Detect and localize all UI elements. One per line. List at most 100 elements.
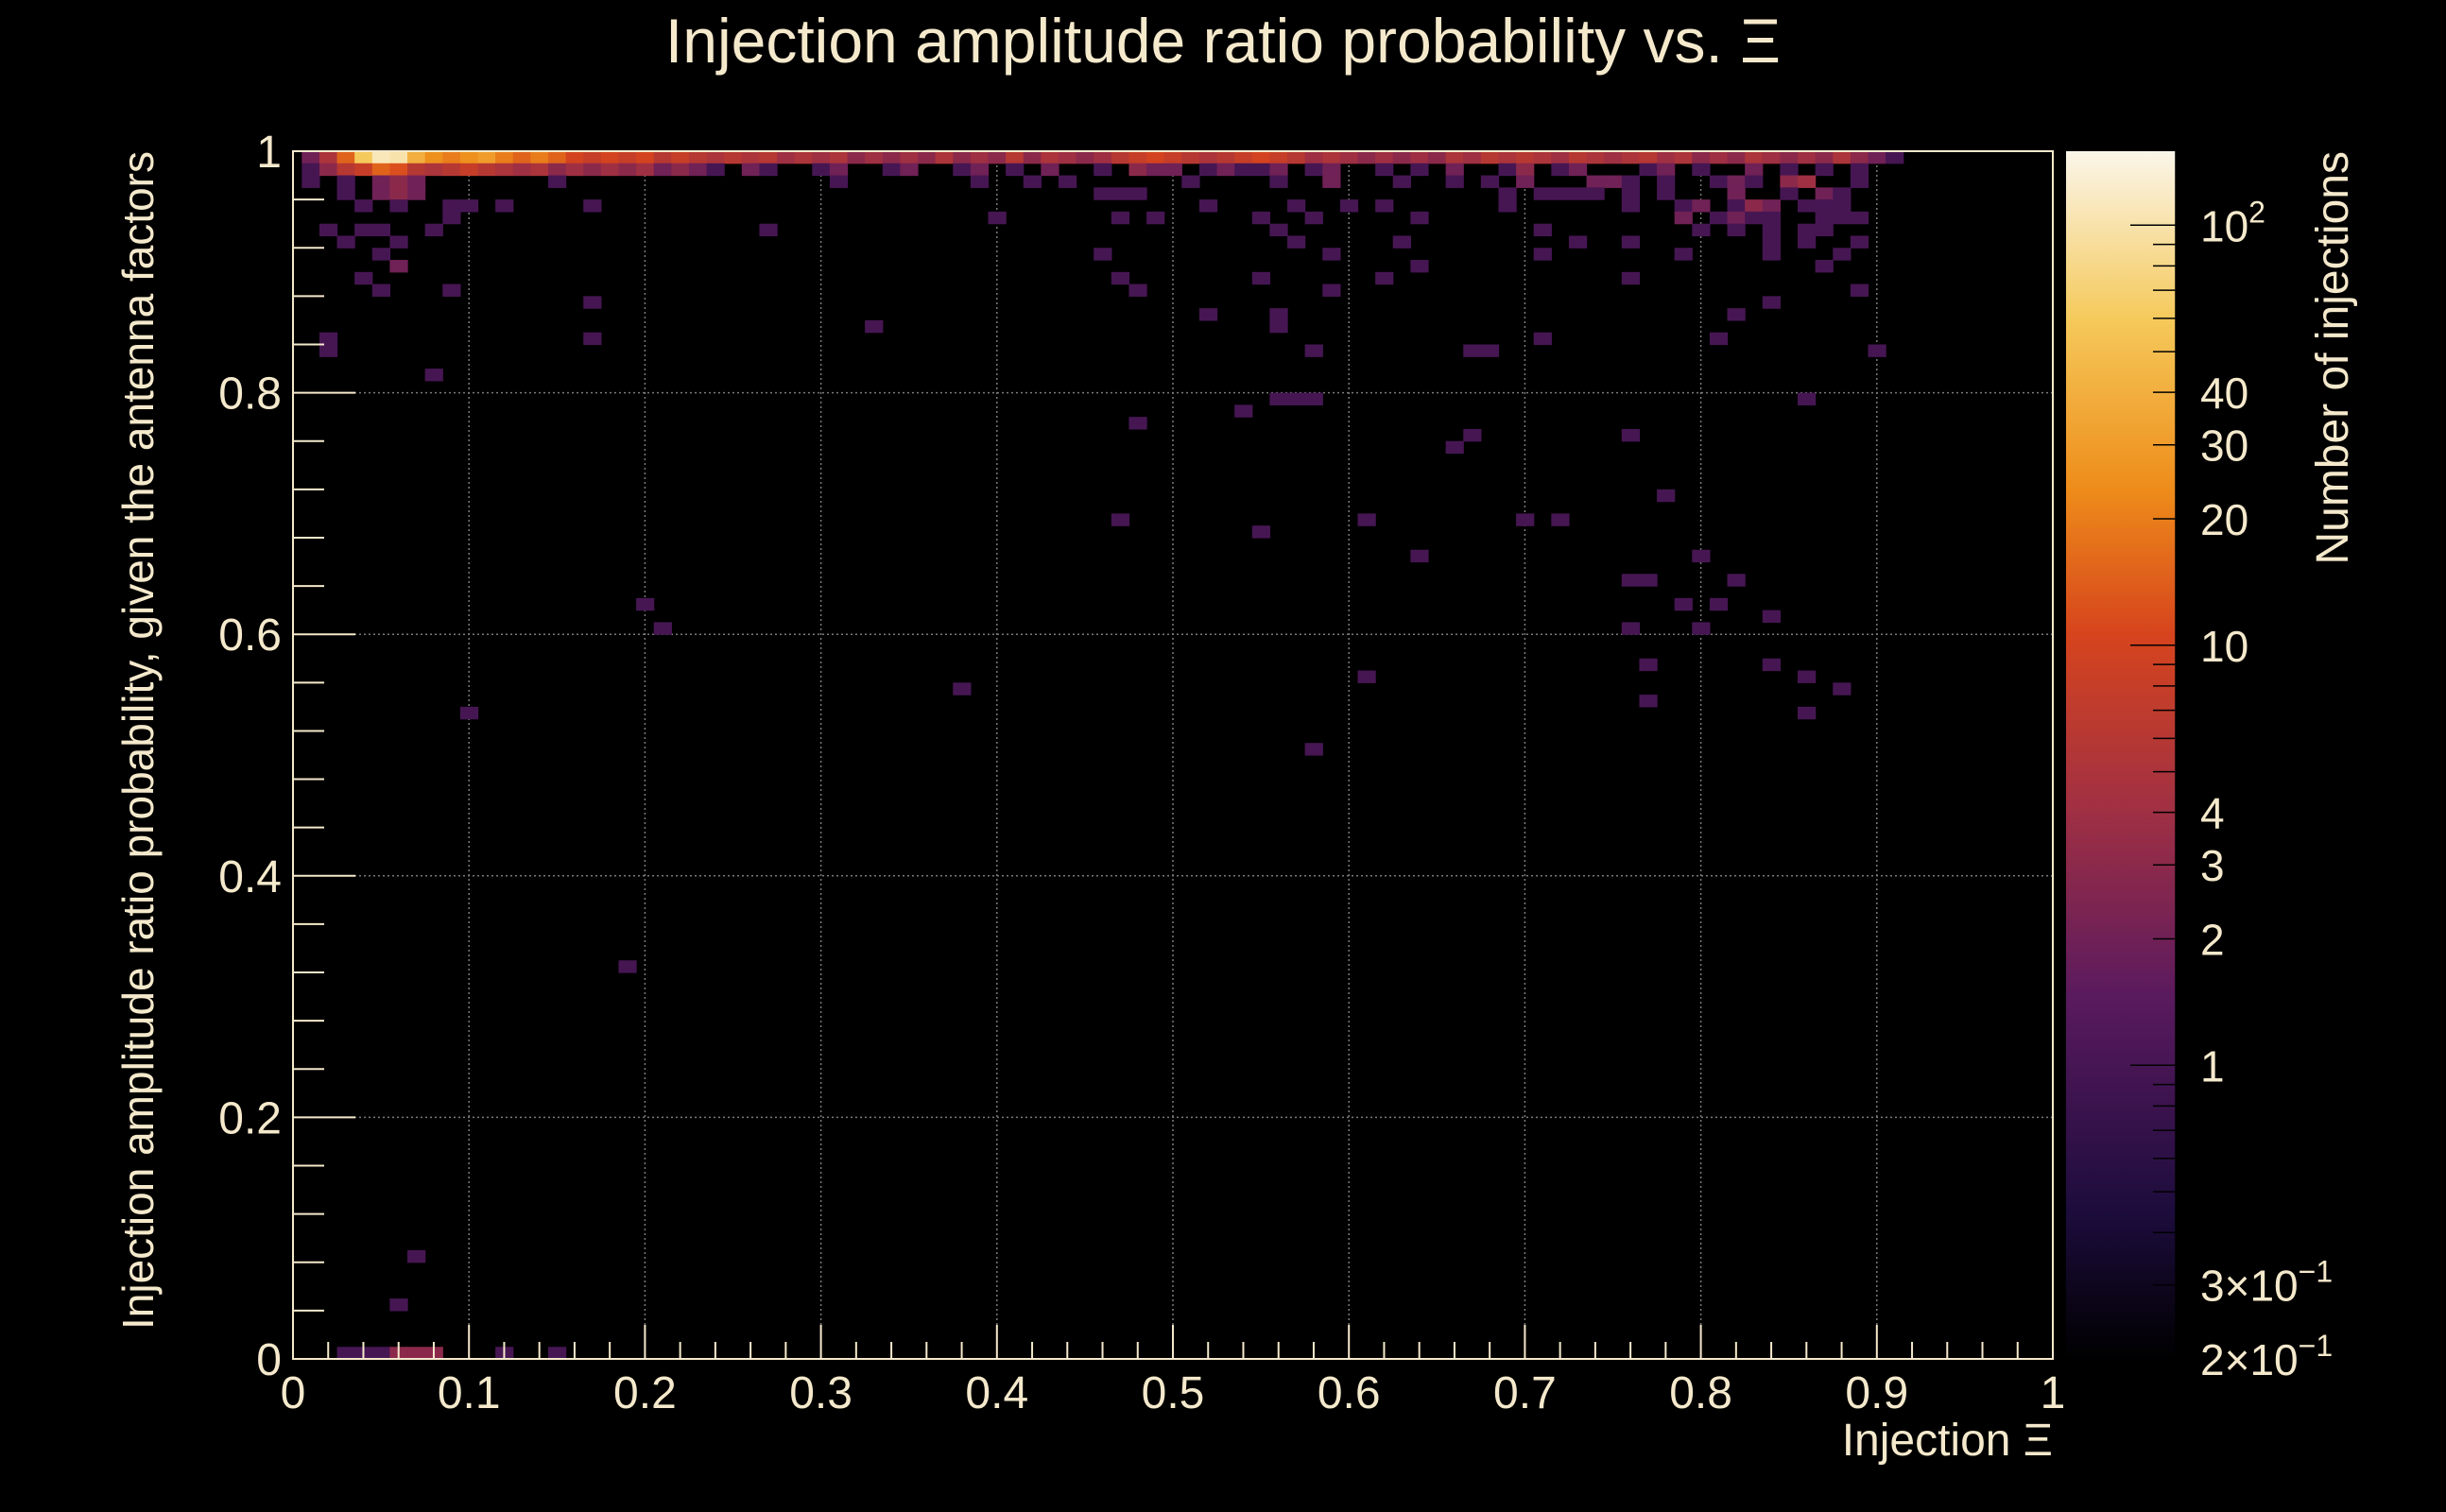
heatmap-cell [706, 151, 725, 164]
heatmap-cell [724, 151, 743, 164]
heatmap-cell [1621, 199, 1641, 213]
heatmap-cell [424, 163, 443, 177]
heatmap-cell [1410, 163, 1429, 177]
heatmap-cell [1251, 151, 1271, 164]
heatmap-cell [407, 1249, 426, 1263]
heatmap-cell [389, 151, 408, 164]
heatmap-cell [1727, 211, 1746, 225]
heatmap-cell [618, 151, 637, 164]
heatmap-cell [882, 163, 901, 177]
x-tick-label: 0.1 [438, 1368, 501, 1418]
heatmap-cell [1322, 151, 1341, 164]
heatmap-cell [336, 1347, 355, 1360]
heatmap-cell [741, 163, 761, 177]
y-tick-label: 0.6 [218, 610, 282, 661]
heatmap-cell [1533, 151, 1552, 164]
x-tick-label: 0.8 [1669, 1368, 1732, 1418]
heatmap-cell [1692, 151, 1711, 164]
y-tick-label: 0.2 [218, 1093, 282, 1143]
heatmap-cell [371, 284, 391, 297]
heatmap-cell [512, 163, 531, 177]
heatmap-cell [1128, 151, 1147, 164]
heatmap-cell [1586, 175, 1605, 188]
colorbar-tick-label: 30 [2200, 421, 2248, 471]
heatmap-cell [1234, 151, 1253, 164]
heatmap-cell [1833, 211, 1852, 225]
heatmap-cell [301, 175, 320, 188]
x-tick-label: 0.3 [789, 1368, 853, 1418]
heatmap-cell [953, 163, 972, 177]
heatmap-cell [1586, 151, 1605, 164]
heatmap-cell [1041, 163, 1059, 177]
plot-grid [293, 151, 2053, 1359]
heatmap-cell [371, 175, 391, 188]
heatmap-cell [547, 175, 567, 188]
y-tick-label: 0.4 [218, 852, 282, 902]
heatmap-cell [442, 163, 461, 177]
heatmap-cell [1745, 175, 1764, 188]
x-tick-label: 0.4 [965, 1368, 1028, 1418]
heatmap-cell [1639, 151, 1658, 164]
heatmap-cell [1815, 211, 1834, 225]
heatmap-cell [1375, 151, 1394, 164]
heatmap-cell [1780, 151, 1799, 164]
heatmap-cell [371, 151, 391, 164]
heatmap-cell [1094, 187, 1112, 200]
heatmap-cell [1111, 211, 1130, 225]
heatmap-cell [900, 151, 919, 164]
heatmap-cell [900, 163, 919, 177]
heatmap-cell [389, 235, 408, 249]
heatmap-cell [812, 151, 831, 164]
heatmap-cell [1251, 163, 1271, 177]
heatmap-cell [1657, 175, 1676, 188]
heatmap-cell [1304, 211, 1323, 225]
heatmap-cell [653, 622, 672, 635]
heatmap-cell [1533, 223, 1552, 237]
heatmap-cell [371, 223, 391, 237]
heatmap-cell [1128, 417, 1147, 430]
heatmap-cell [1445, 440, 1464, 455]
heatmap-cell [1850, 175, 1869, 188]
heatmap-cell [1375, 271, 1394, 285]
heatmap-cell [1798, 223, 1817, 237]
heatmap-cell [389, 163, 408, 177]
colorbar-tick-label: 102 [2200, 195, 2265, 250]
heatmap-cell [1269, 151, 1288, 164]
heatmap-cell [1498, 151, 1517, 164]
heatmap-cell [477, 163, 496, 177]
heatmap-cell [1322, 175, 1341, 188]
heatmap-cell [1269, 223, 1288, 237]
heatmap-cell [407, 1347, 426, 1360]
heatmap-cell [618, 163, 637, 177]
heatmap-cell [1498, 163, 1517, 177]
heatmap-cell [459, 706, 479, 720]
heatmap-cell [1762, 248, 1781, 261]
heatmap-cell [1762, 658, 1781, 672]
heatmap-cell [1463, 428, 1482, 442]
heatmap-cell [1304, 151, 1323, 164]
heatmap-cell [1287, 392, 1306, 405]
heatmap-cell [1111, 187, 1130, 200]
heatmap-cell [1568, 187, 1588, 200]
heatmap-cell [1339, 151, 1359, 164]
heatmap-cell [495, 163, 514, 177]
colorbar-label: Number of injections [2308, 151, 2358, 565]
heatmap-cell [1692, 163, 1711, 177]
heatmap-cell [1639, 574, 1658, 587]
heatmap-cell [1058, 151, 1077, 164]
heatmap-cell [1850, 284, 1869, 297]
heatmap-cell [1568, 235, 1588, 249]
heatmap-cell [1516, 163, 1535, 177]
heatmap-cell [319, 163, 338, 177]
heatmap-cell [583, 199, 602, 213]
heatmap-cell [1006, 163, 1025, 177]
heatmap-cell [407, 151, 426, 164]
x-tick-label: 0.9 [1845, 1368, 1908, 1418]
heatmap-cell [442, 199, 461, 213]
heatmap-cell [1234, 404, 1253, 418]
heatmap-cell [389, 199, 408, 213]
heatmap-cell [1798, 392, 1817, 405]
colorbar-tick-label: 10 [2200, 622, 2248, 671]
